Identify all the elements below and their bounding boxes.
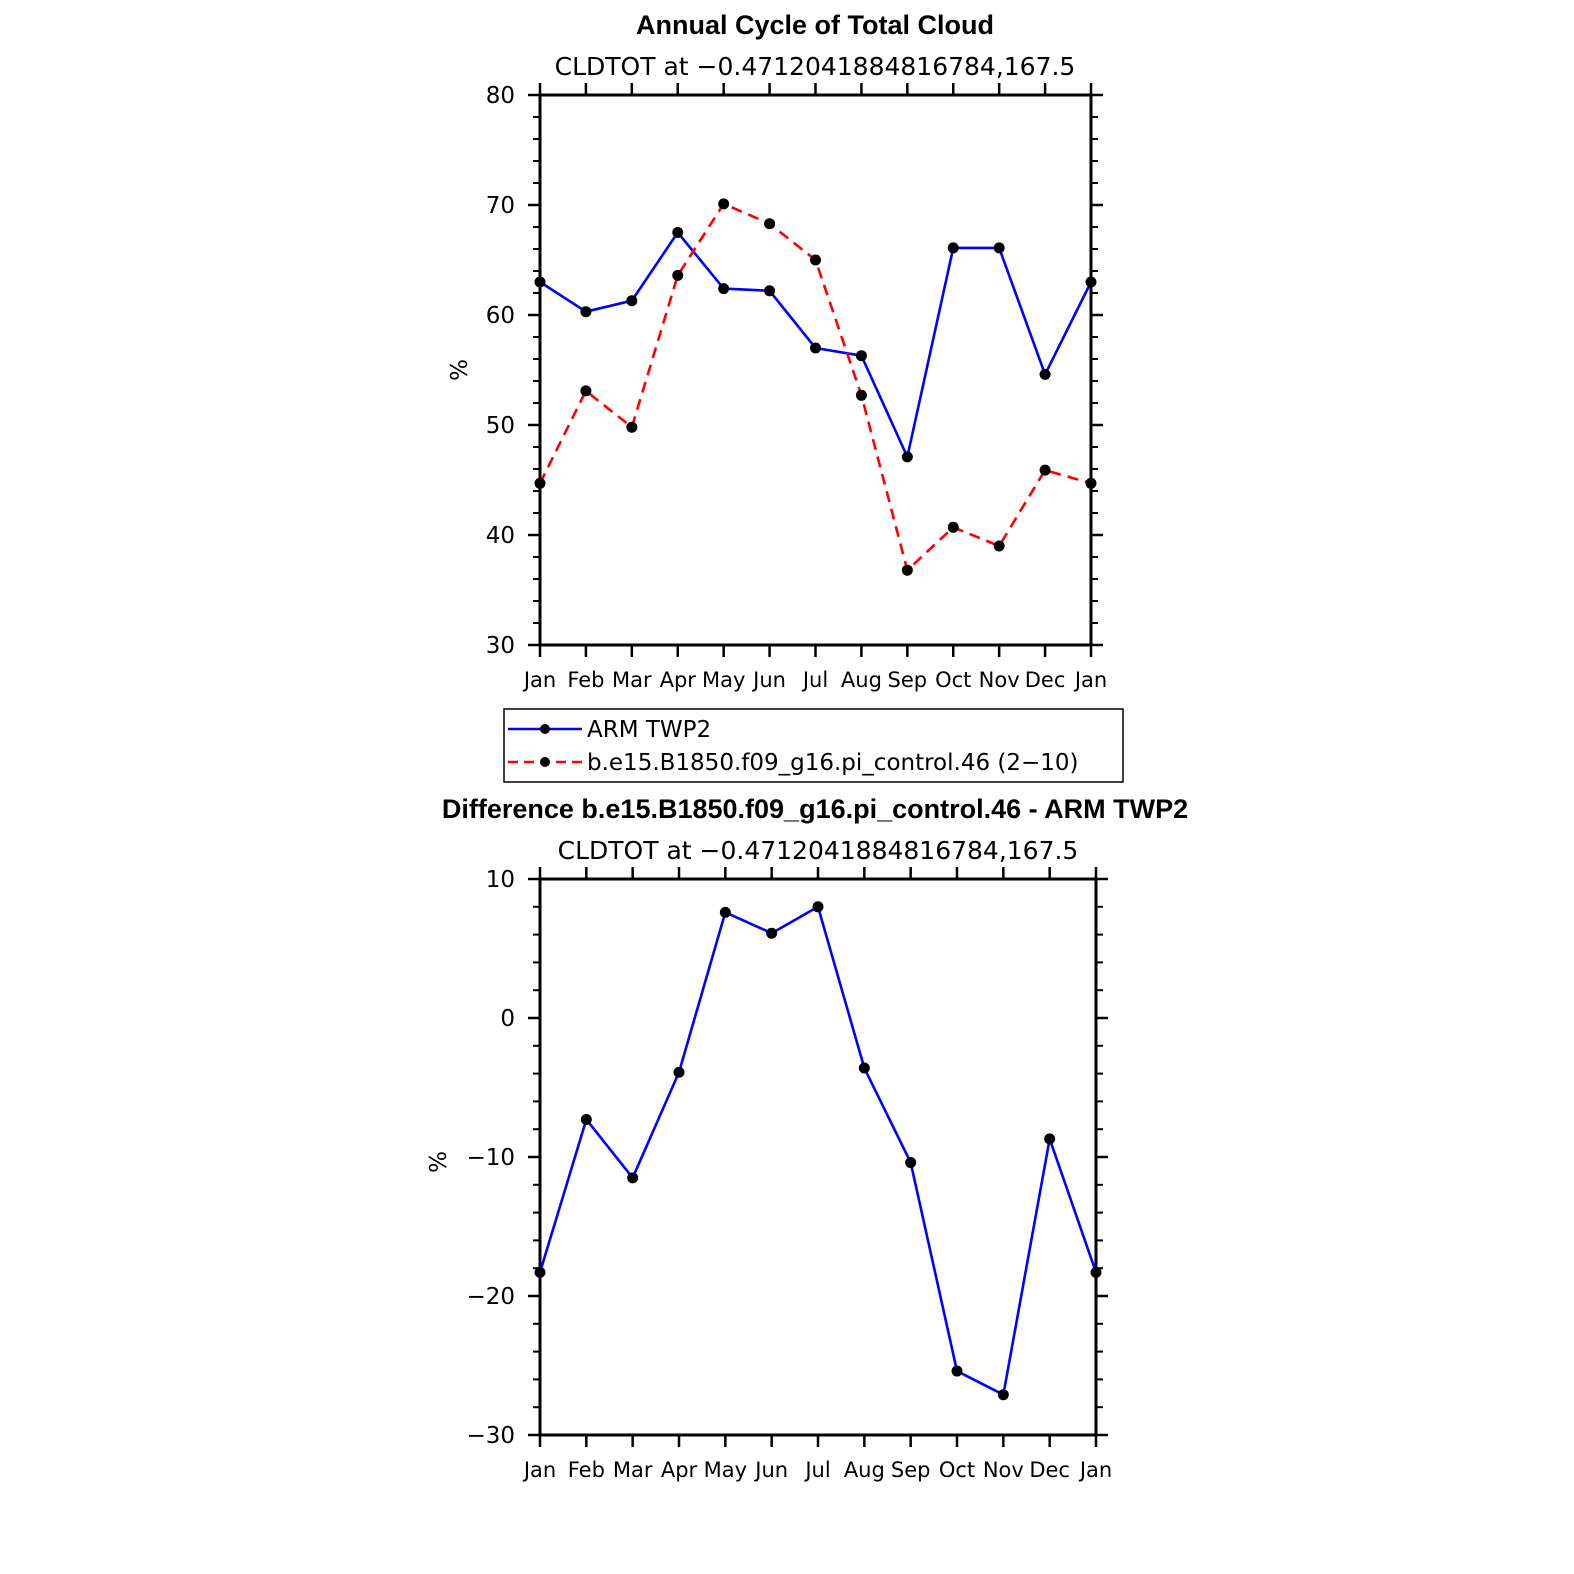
data-point (718, 283, 730, 295)
x-tick-label: Jul (803, 1458, 830, 1482)
y-axis-label: % (426, 1151, 452, 1173)
data-point (627, 1172, 639, 1184)
y-tick-label: 40 (486, 523, 515, 549)
data-point (673, 1066, 685, 1078)
data-point (766, 927, 778, 939)
data-point (580, 306, 592, 318)
x-tick-label: Jul (801, 668, 828, 692)
chart-subtitle: CLDTOT at −0.4712041884816784,167.5 (558, 836, 1079, 865)
data-point (858, 1062, 870, 1074)
x-tick-label: Aug (841, 668, 882, 692)
x-tick-label: Feb (568, 1458, 605, 1482)
x-tick-label: May (702, 668, 745, 692)
data-point (534, 276, 546, 288)
x-tick-label: Nov (983, 1458, 1024, 1482)
legend-label-model: b.e15.B1850.f09_g16.pi_control.46 (2−10) (587, 750, 1079, 776)
data-point (580, 1113, 592, 1125)
data-point (672, 269, 684, 281)
y-tick-label: 30 (486, 633, 515, 659)
data-point (719, 906, 731, 918)
data-point (855, 389, 867, 401)
data-point (534, 1266, 546, 1278)
x-tick-label: Dec (1025, 668, 1066, 692)
y-tick-label: 50 (486, 413, 515, 439)
x-tick-label: Mar (613, 1458, 653, 1482)
x-tick-label: Apr (660, 668, 697, 692)
x-tick-label: Apr (661, 1458, 698, 1482)
x-tick-label: Dec (1029, 1458, 1070, 1482)
plot-frame (538, 877, 1098, 1437)
x-tick-label: Oct (935, 668, 971, 692)
legend-marker-model (540, 757, 550, 767)
data-point (855, 350, 867, 362)
y-tick-label: 80 (486, 83, 515, 109)
y-tick-label: −30 (466, 1423, 515, 1449)
x-tick-label: Feb (567, 668, 604, 692)
y-axis-label: % (447, 359, 473, 381)
y-tick-label: 10 (486, 867, 515, 893)
data-point (812, 901, 824, 913)
data-point (1039, 464, 1051, 476)
y-tick-label: 70 (486, 193, 515, 219)
legend-marker-arm (540, 724, 550, 734)
x-tick-label: Jan (522, 1458, 556, 1482)
y-tick-label: 60 (486, 303, 515, 329)
data-point (580, 385, 592, 397)
x-tick-label: Jun (751, 668, 786, 692)
data-point (764, 218, 776, 230)
data-point (764, 285, 776, 297)
data-point (901, 564, 913, 576)
data-point (1085, 276, 1097, 288)
legend-box (503, 708, 1124, 783)
x-tick-label: Jan (1078, 1458, 1112, 1482)
x-tick-label: Jun (753, 1458, 788, 1482)
data-point (1039, 368, 1051, 380)
legend-label-arm: ARM TWP2 (587, 717, 711, 743)
data-point (901, 451, 913, 463)
data-point (718, 198, 730, 210)
data-point (534, 477, 546, 489)
x-tick-label: May (704, 1458, 747, 1482)
data-point (947, 521, 959, 533)
y-tick-label: −20 (466, 1284, 515, 1310)
x-tick-label: Mar (612, 668, 652, 692)
data-point (993, 242, 1005, 254)
data-point (672, 227, 684, 238)
legend: ARM TWP2 b.e15.B1850.f09_g16.pi_control.… (503, 708, 1124, 783)
series-line-0 (538, 905, 1098, 1396)
difference-panel: Difference b.e15.B1850.f09_g16.pi_contro… (426, 794, 1188, 1482)
x-tick-label: Jan (522, 668, 556, 692)
x-tick-label: Nov (979, 668, 1020, 692)
x-tick-label: Aug (844, 1458, 885, 1482)
x-tick-label: Sep (888, 668, 928, 692)
x-tick-label: Jan (1073, 668, 1107, 692)
data-point (1085, 477, 1097, 489)
data-point (626, 295, 638, 307)
x-tick-label: Oct (939, 1458, 975, 1482)
data-point (626, 421, 638, 433)
data-point (997, 1389, 1009, 1401)
data-point (905, 1157, 917, 1169)
data-point (1044, 1133, 1056, 1145)
data-point (993, 540, 1005, 552)
chart-subtitle: CLDTOT at −0.4712041884816784,167.5 (555, 52, 1076, 81)
x-tick-label: Sep (891, 1458, 931, 1482)
data-point (1090, 1266, 1102, 1278)
y-tick-label: 0 (500, 1006, 515, 1032)
data-point (951, 1365, 963, 1377)
y-tick-label: −10 (466, 1145, 515, 1171)
plot-frame (538, 93, 1093, 647)
data-point (947, 242, 959, 254)
chart-title: Annual Cycle of Total Cloud (636, 10, 994, 40)
annual-cycle-panel: Annual Cycle of Total Cloud CLDTOT at −0… (447, 10, 1107, 692)
data-point (810, 342, 821, 354)
data-point (810, 254, 821, 266)
chart-title: Difference b.e15.B1850.f09_g16.pi_contro… (442, 794, 1188, 824)
